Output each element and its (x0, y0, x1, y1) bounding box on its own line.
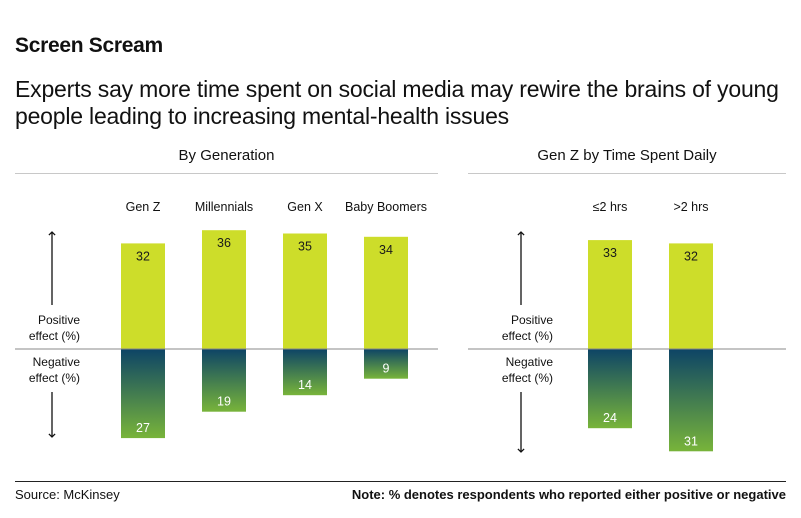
negative-value-label-1-2-hrs: 31 (684, 434, 698, 448)
positive-bar-0-gen-z (121, 243, 165, 349)
negative-bar-0-gen-x (283, 349, 327, 396)
positive-axis-label-1: Positive effect (%) (28, 313, 80, 343)
positive-value-label-0-gen-z: 32 (136, 249, 150, 263)
negative-value-label-0-gen-x: 14 (298, 378, 312, 392)
positive-value-label-0-baby-boomers: 34 (379, 243, 393, 257)
negative-axis-label-2: Negative effect (%) (501, 355, 553, 385)
footer-rule (15, 481, 786, 482)
negative-value-label-0-millennials: 19 (217, 395, 231, 409)
category-label-millennials: Millennials (194, 200, 254, 214)
positive-bar-0-millennials (202, 230, 246, 349)
chart-subtitle: Experts say more time spent on social me… (15, 76, 779, 129)
source-note: Source: McKinsey (15, 487, 120, 502)
positive-value-label-0-gen-x: 35 (298, 240, 312, 254)
negative-value-label-0-gen-z: 27 (136, 421, 150, 435)
negative-value-label-1-2-hrs: 24 (603, 411, 617, 425)
negative-value-label-0-baby-boomers: 9 (383, 362, 390, 376)
positive-bar-0-baby-boomers (364, 236, 408, 349)
category-label-gen-z: Gen Z (125, 200, 161, 214)
panel-rule-generation (15, 173, 438, 174)
positive-value-label-0-millennials: 36 (217, 236, 231, 250)
negative-bar-1-2-hrs (669, 349, 713, 452)
negative-bar-0-millennials (202, 349, 246, 412)
category-label-over-2hrs: >2 hrs (673, 200, 709, 214)
footnote: Note: % denotes respondents who reported… (351, 487, 786, 502)
category-label-2hrs-or-less: ≤2 hrs (592, 200, 628, 214)
positive-value-label-1-2-hrs: 33 (603, 246, 617, 260)
positive-value-label-1-2-hrs: 32 (684, 249, 698, 263)
positive-axis-label-2: Positive effect (%) (501, 313, 553, 343)
chart-title: Screen Scream (15, 34, 163, 57)
category-label-gen-x: Gen X (287, 200, 323, 214)
panel-title-generation: By Generation (178, 147, 275, 164)
panel-title-time-spent: Gen Z by Time Spent Daily (537, 147, 717, 164)
negative-bar-0-baby-boomers (364, 349, 408, 379)
negative-bar-0-gen-z (121, 349, 165, 439)
panel-rule-time-spent (468, 173, 786, 174)
negative-bar-1-2-hrs (588, 349, 632, 429)
positive-bar-1-2-hrs (669, 243, 713, 349)
positive-bar-0-gen-x (283, 233, 327, 349)
positive-bar-1-2-hrs (588, 240, 632, 349)
negative-axis-label-1: Negative effect (%) (28, 355, 80, 385)
category-label-baby-boomers: Baby Boomers (345, 200, 427, 214)
